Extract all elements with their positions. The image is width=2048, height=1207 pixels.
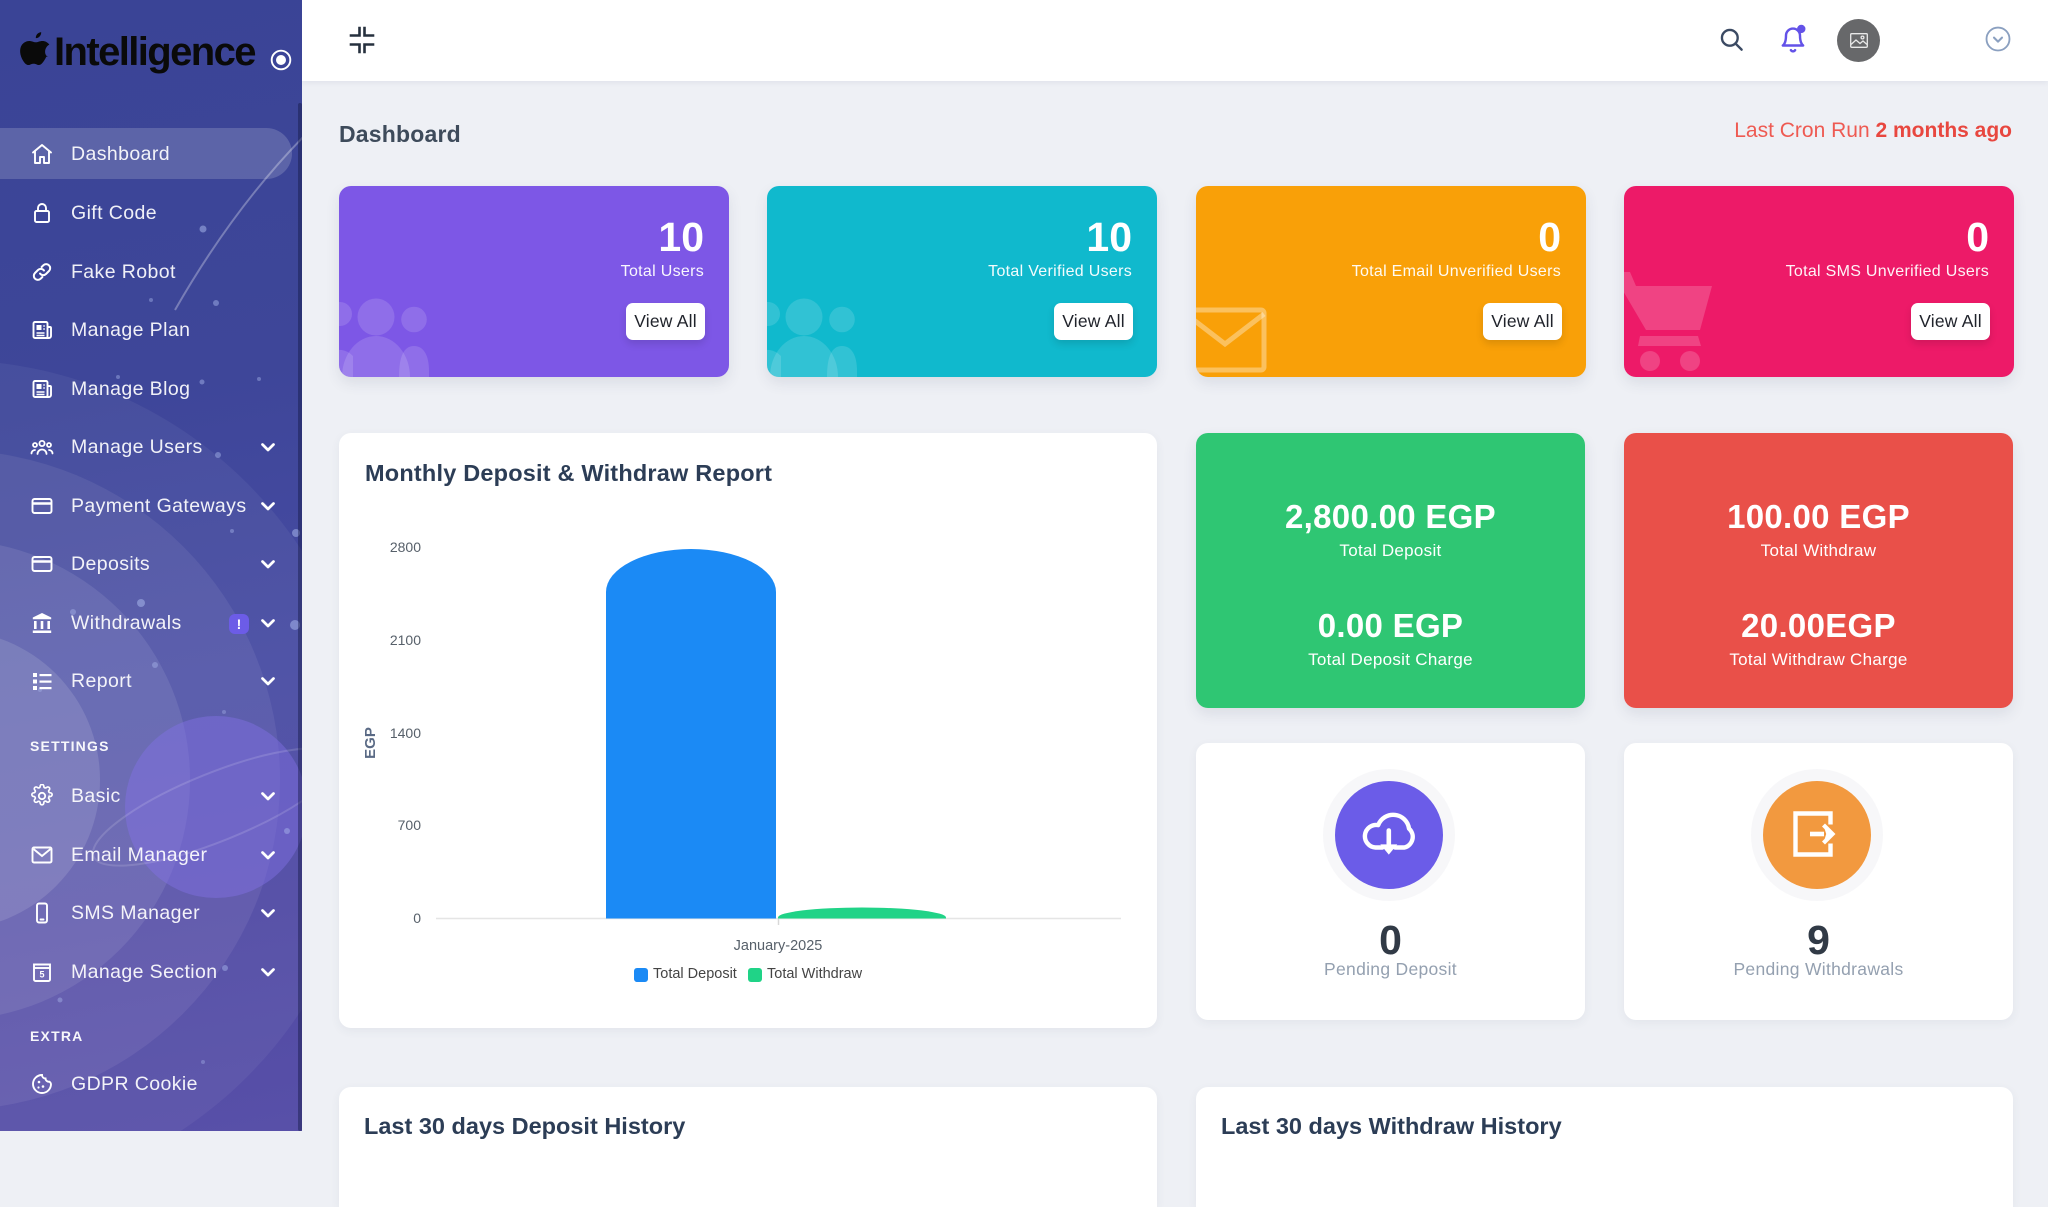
svg-text:5: 5 bbox=[39, 969, 44, 979]
svg-text:EGP: EGP bbox=[362, 727, 379, 759]
